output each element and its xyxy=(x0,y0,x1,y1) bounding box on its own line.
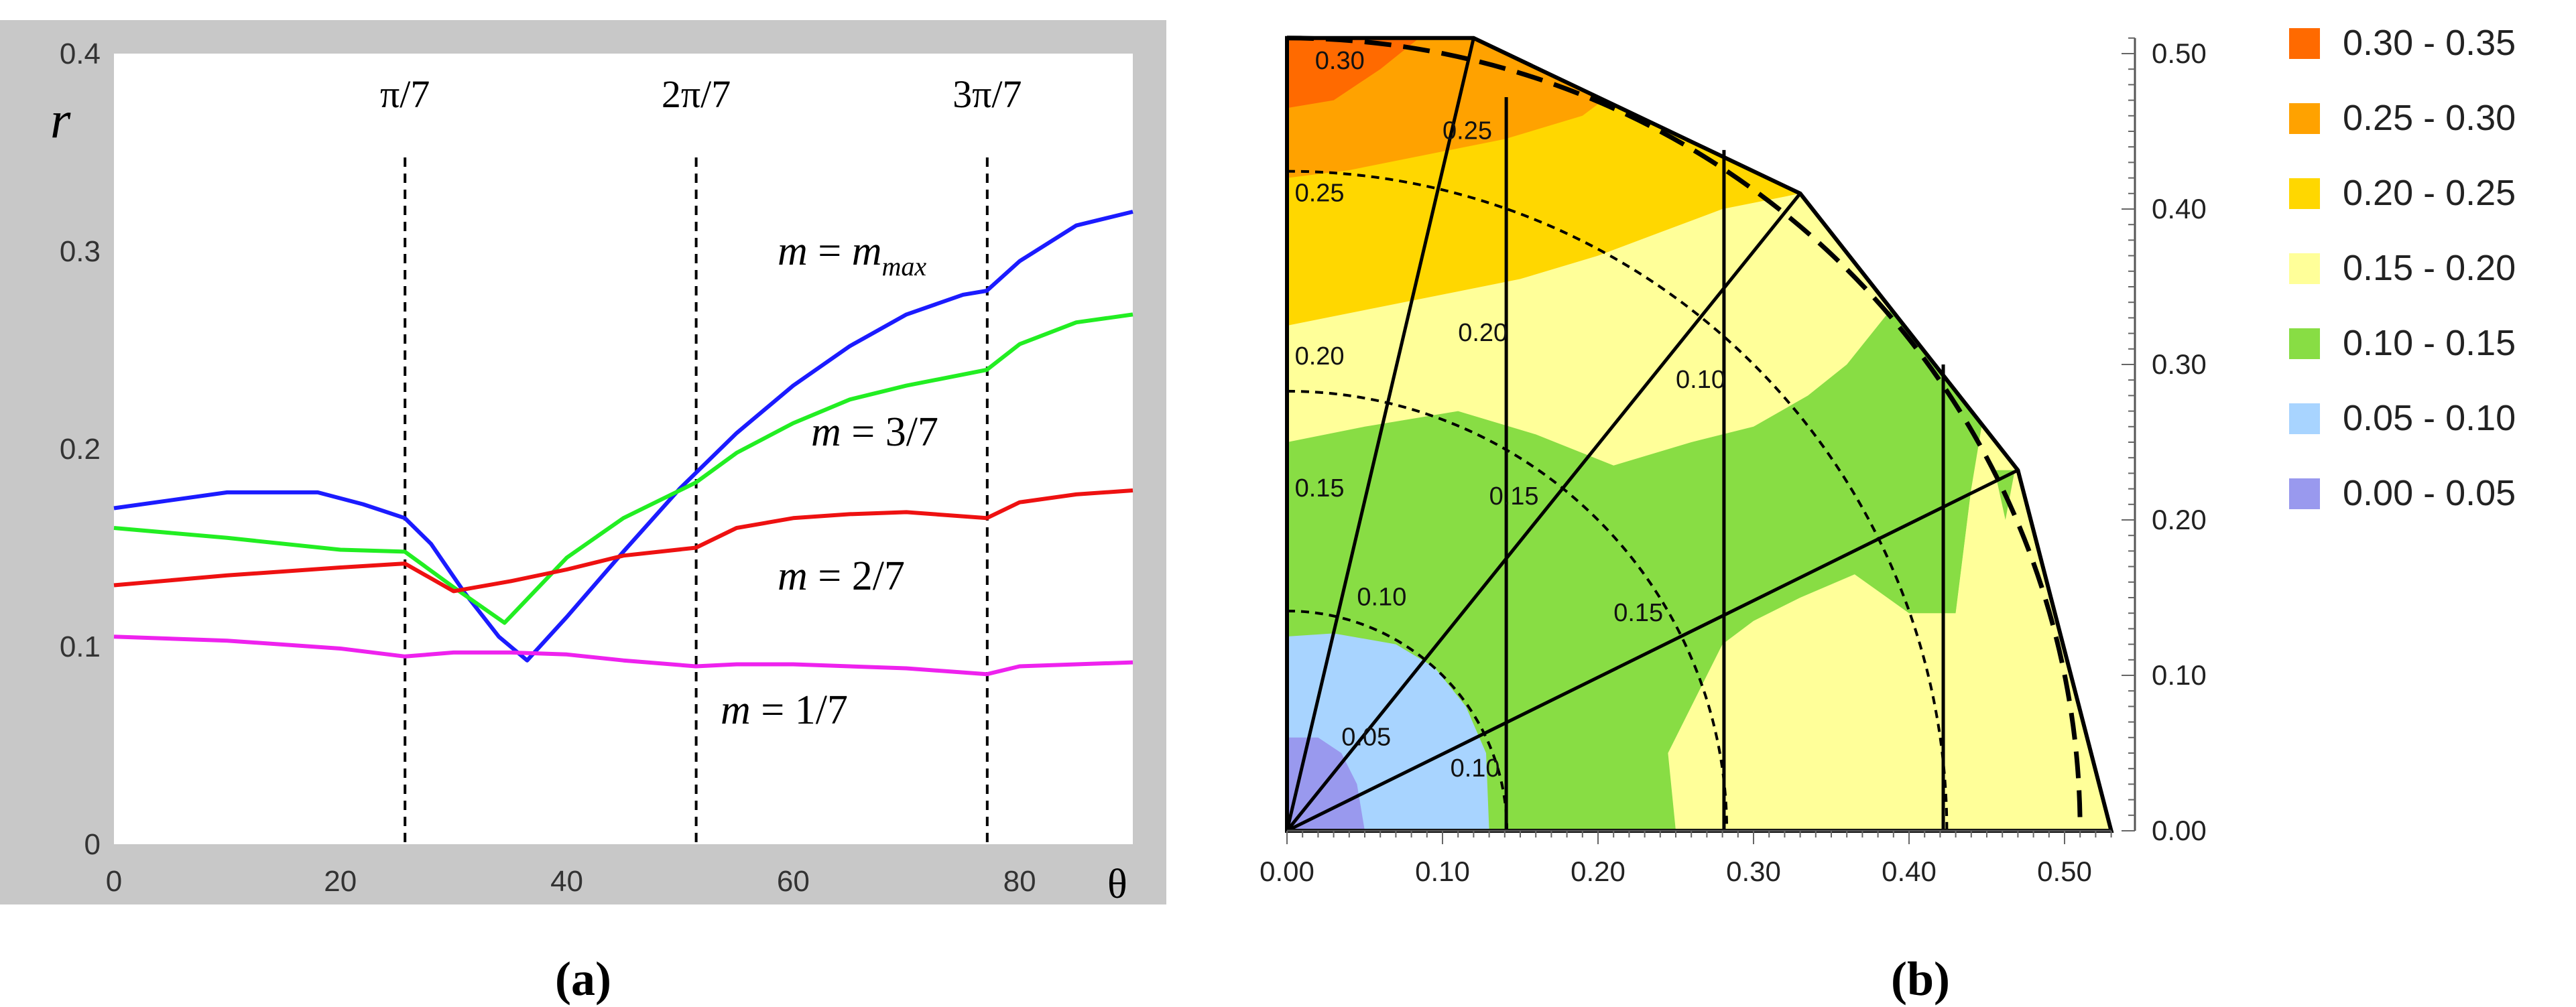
contour-label: 0.25 xyxy=(1295,179,1345,207)
outer-dashed-arc xyxy=(1286,36,2083,831)
reference-line-label: 3π/7 xyxy=(953,72,1022,116)
radial-line xyxy=(1286,192,1802,832)
caption-a: (a) xyxy=(555,952,611,1006)
y-tick-label: 0.00 xyxy=(2152,815,2207,846)
y-tick-label: 0.3 xyxy=(60,235,101,268)
panel-b-legend: 0.30 - 0.35 0.25 - 0.30 0.20 - 0.25 0.15 - … xyxy=(2289,23,2516,513)
contour-label: 0.20 xyxy=(1458,319,1508,347)
contour-label: 0.10 xyxy=(1676,366,1725,394)
panel-a-reference-lines: π/7 2π/7 3π/7 xyxy=(380,72,1022,844)
legend-swatch xyxy=(2289,178,2320,209)
x-tick-label: 0.20 xyxy=(1571,856,1626,887)
y-tick-label: 0.40 xyxy=(2152,193,2207,224)
x-tick-label: 0.50 xyxy=(2037,856,2092,887)
x-tick-label: 20 xyxy=(324,865,357,898)
panel-a: π/7 2π/7 3π/7 0 0.1 0.2 0.3 0.4 0 20 40 60 80 m = … xyxy=(0,20,1166,907)
region-0.30-0.35 xyxy=(1287,38,1420,109)
legend-label: 0.20 - 0.25 xyxy=(2343,173,2516,213)
legend-label: 0.30 - 0.35 xyxy=(2343,23,2516,63)
legend-swatch xyxy=(2289,403,2320,434)
contour-label: 0.20 xyxy=(1295,342,1345,371)
y-tick-label: 0.10 xyxy=(2152,659,2207,691)
radial-line xyxy=(1286,468,2019,833)
legend-swatch xyxy=(2289,328,2320,359)
x-tick-label: 0.40 xyxy=(1882,856,1937,887)
y-tick-label: 0 xyxy=(84,828,101,861)
series-line xyxy=(113,312,1133,625)
panel-b-y-axis: 0.00 0.10 0.20 0.30 0.40 0.50 xyxy=(2122,37,2207,846)
y-tick-label: 0.50 xyxy=(2152,38,2207,69)
series-line xyxy=(113,210,1133,663)
series-label: m = 1/7 xyxy=(721,687,848,733)
legend-swatch xyxy=(2289,28,2320,59)
series-line xyxy=(113,488,1133,594)
y-tick-label: 0.4 xyxy=(60,38,101,70)
panel-b-overlay-lines xyxy=(1285,36,2114,833)
contour-label: 0.25 xyxy=(1443,117,1492,145)
panel-a-series xyxy=(113,210,1133,677)
dashed-arc xyxy=(1286,170,1949,831)
x-tick-label: 0.30 xyxy=(1726,856,1781,887)
caption-b: (b) xyxy=(1891,952,1950,1006)
panel-a-y-ticks: 0 0.1 0.2 0.3 0.4 xyxy=(60,38,101,861)
x-tick-label: 40 xyxy=(550,865,583,898)
contour-label: 0.15 xyxy=(1295,474,1345,502)
legend-swatch xyxy=(2289,253,2320,284)
panel-a-plot-area xyxy=(114,54,1133,844)
x-tick-label: 80 xyxy=(1003,865,1036,898)
contour-label: 0.05 xyxy=(1341,723,1391,751)
legend-label: 0.00 - 0.05 xyxy=(2343,473,2516,513)
dashed-arc xyxy=(1286,389,1729,831)
contour-label: 0.15 xyxy=(1613,599,1663,627)
x-tick-label: 0.10 xyxy=(1415,856,1470,887)
panel-b-contour-regions xyxy=(1287,38,2111,831)
panel-b: 0.30 0.25 0.25 0.20 0.20 0.15 0.15 0.10 0.10 0.15… xyxy=(1260,23,2516,887)
contour-label: 0.10 xyxy=(1357,584,1406,612)
y-tick-label: 0.2 xyxy=(60,433,101,466)
panel-b-x-axis: 0.00 0.10 0.20 0.30 0.40 0.50 xyxy=(1260,829,2112,887)
series-label: m = 2/7 xyxy=(778,553,905,599)
panel-a-x-axis-label: θ xyxy=(1107,862,1127,907)
y-tick-label: 0.30 xyxy=(2152,348,2207,380)
panel-a-series-labels: m = mmax m = 3/7 m = 2/7 m = 1/7 xyxy=(721,228,938,733)
region-0.10-0.15 xyxy=(1287,287,1987,831)
contour-label: 0.10 xyxy=(1451,754,1500,783)
x-tick-label: 0 xyxy=(106,865,122,898)
contour-label: 0.15 xyxy=(1489,482,1539,511)
panel-a-x-ticks: 0 20 40 60 80 xyxy=(106,865,1036,898)
series-label: m = mmax xyxy=(778,228,926,281)
contour-label: 0.30 xyxy=(1315,47,1365,75)
series-label: m = 3/7 xyxy=(811,409,938,455)
panel-a-y-axis-label: r xyxy=(50,90,71,149)
y-tick-label: 0.1 xyxy=(60,630,101,663)
series-line xyxy=(113,634,1133,677)
reference-line-label: 2π/7 xyxy=(662,72,731,116)
legend-label: 0.25 - 0.30 xyxy=(2343,98,2516,138)
legend-label: 0.15 - 0.20 xyxy=(2343,248,2516,288)
legend-label: 0.10 - 0.15 xyxy=(2343,323,2516,363)
radial-line xyxy=(1285,38,1475,831)
x-tick-label: 60 xyxy=(777,865,810,898)
legend-swatch xyxy=(2289,103,2320,134)
legend-label: 0.05 - 0.10 xyxy=(2343,398,2516,438)
reference-line-label: π/7 xyxy=(380,72,430,116)
y-tick-label: 0.20 xyxy=(2152,504,2207,535)
dashed-arc xyxy=(1286,609,1509,831)
panel-b-contour-labels: 0.30 0.25 0.25 0.20 0.20 0.15 0.15 0.10 0.10 0.15… xyxy=(1295,47,1725,783)
legend-swatch xyxy=(2289,478,2320,509)
x-tick-label: 0.00 xyxy=(1260,856,1314,887)
